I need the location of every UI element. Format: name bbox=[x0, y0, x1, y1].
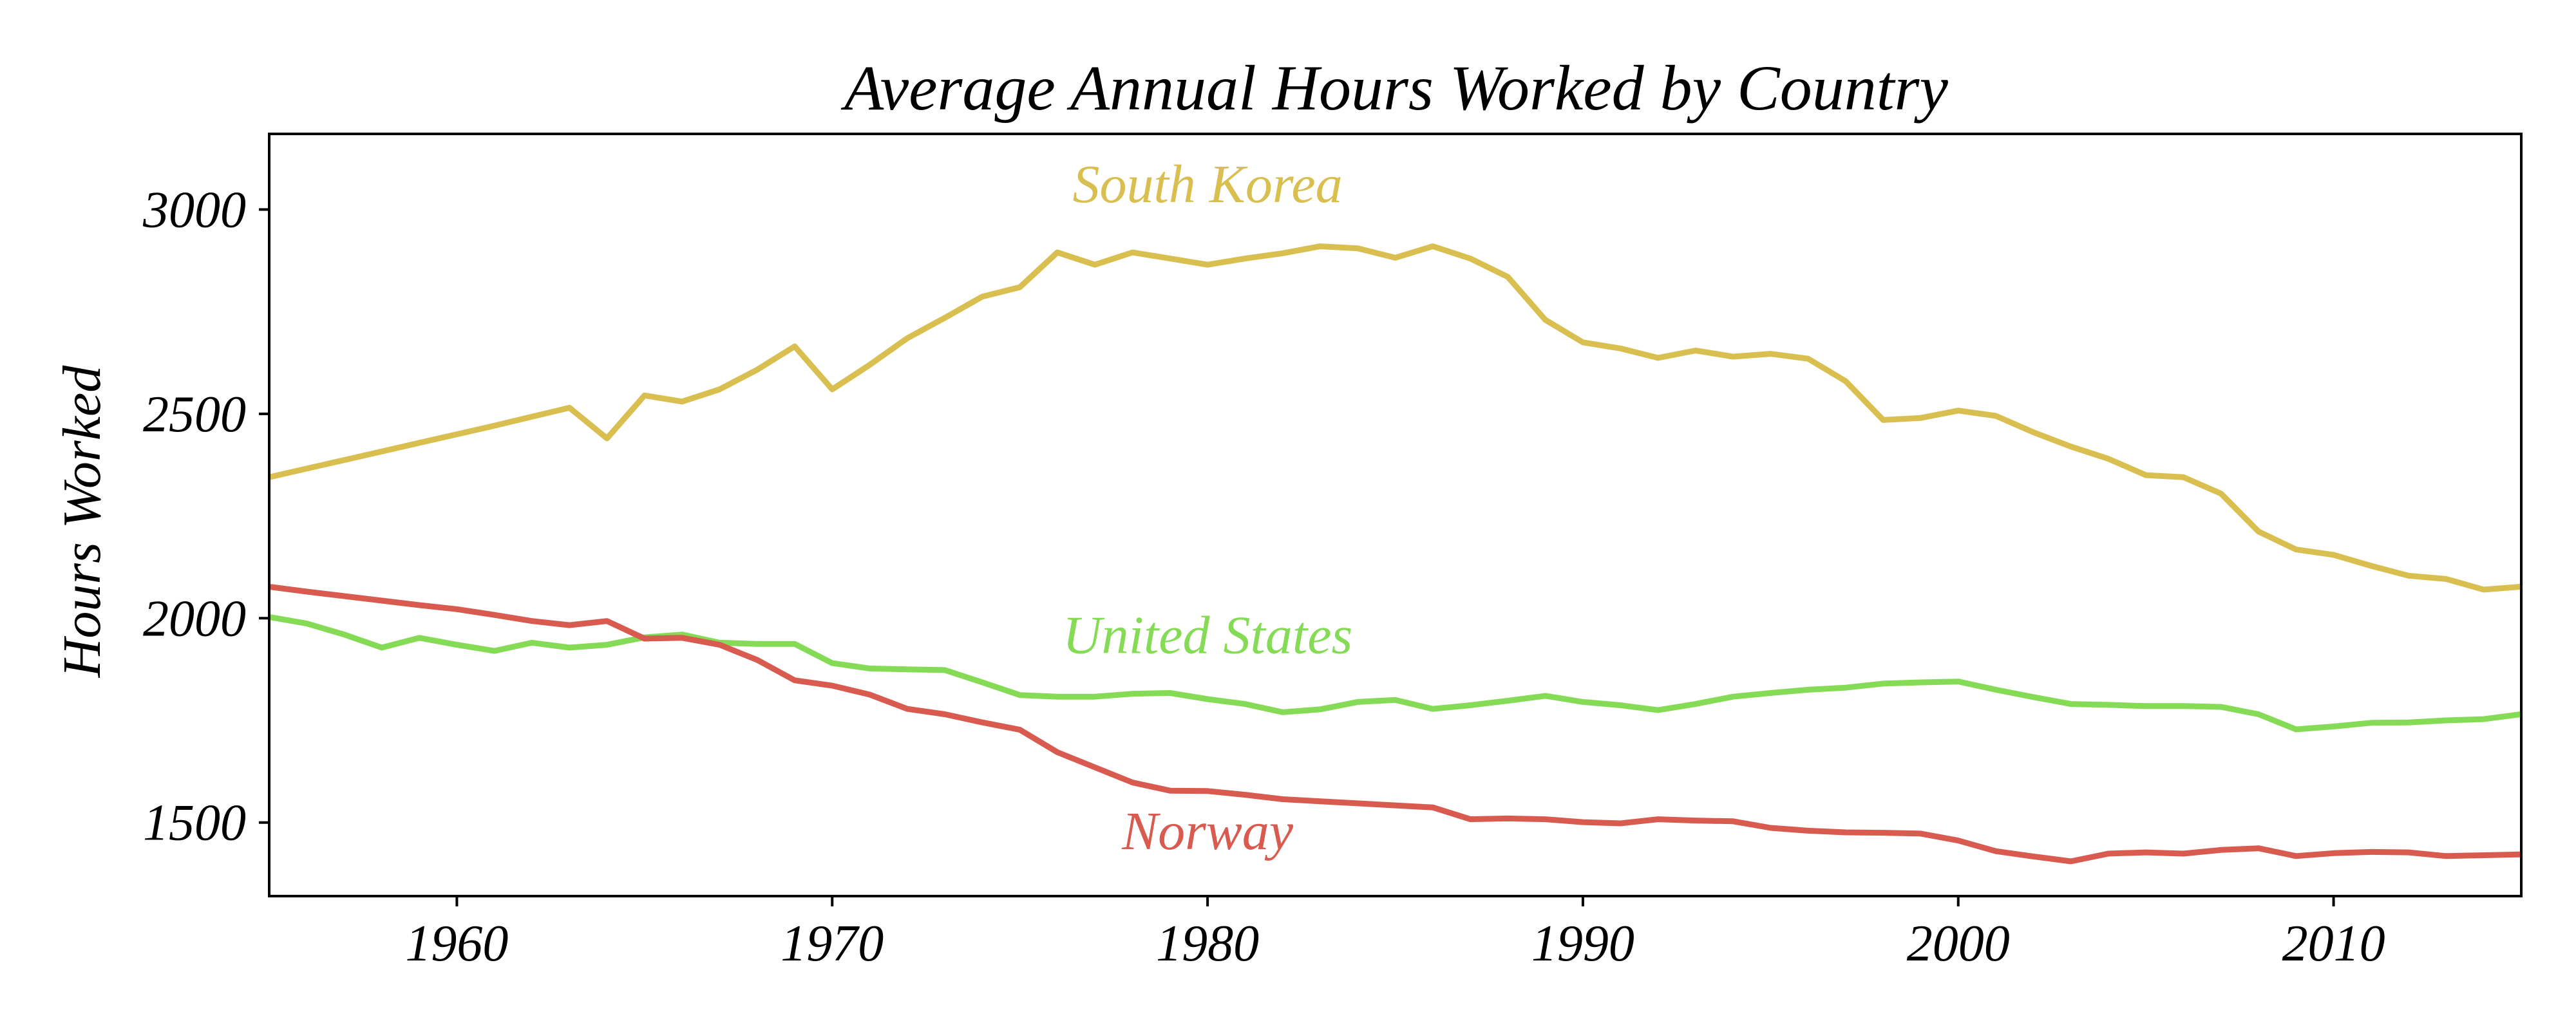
y-tick-label: 3000 bbox=[142, 182, 246, 238]
x-tick-label: 2000 bbox=[1907, 915, 2010, 972]
plot-frame bbox=[268, 133, 2523, 897]
x-axis: 1960 1970 1980 1990 2000 2010 bbox=[405, 896, 2385, 972]
x-tick-label: 1960 bbox=[405, 915, 508, 972]
series-label-norway: Norway bbox=[1121, 801, 1294, 861]
x-tick-label: 2010 bbox=[2282, 915, 2385, 972]
series-line-united-states bbox=[269, 613, 2521, 733]
x-tick-label: 1970 bbox=[781, 915, 884, 972]
chart-title: Average Annual Hours Worked by Country bbox=[840, 52, 1948, 124]
x-tick-label: 1980 bbox=[1156, 915, 1259, 972]
y-axis: 1500 2000 2500 3000 bbox=[142, 182, 269, 852]
y-axis-label: Hours Worked bbox=[52, 365, 112, 679]
y-tick-label: 2000 bbox=[143, 590, 246, 647]
y-tick-label: 1500 bbox=[143, 795, 246, 852]
series-label-united-states: United States bbox=[1063, 605, 1352, 665]
series-line-norway bbox=[269, 583, 2521, 865]
series-label-south-korea: South Korea bbox=[1072, 154, 1342, 214]
x-tick-label: 1990 bbox=[1531, 915, 1634, 972]
series-line-south-korea bbox=[269, 243, 2521, 593]
plot-area: South Korea United States Norway bbox=[269, 154, 2521, 865]
y-tick-label: 2500 bbox=[143, 386, 246, 443]
